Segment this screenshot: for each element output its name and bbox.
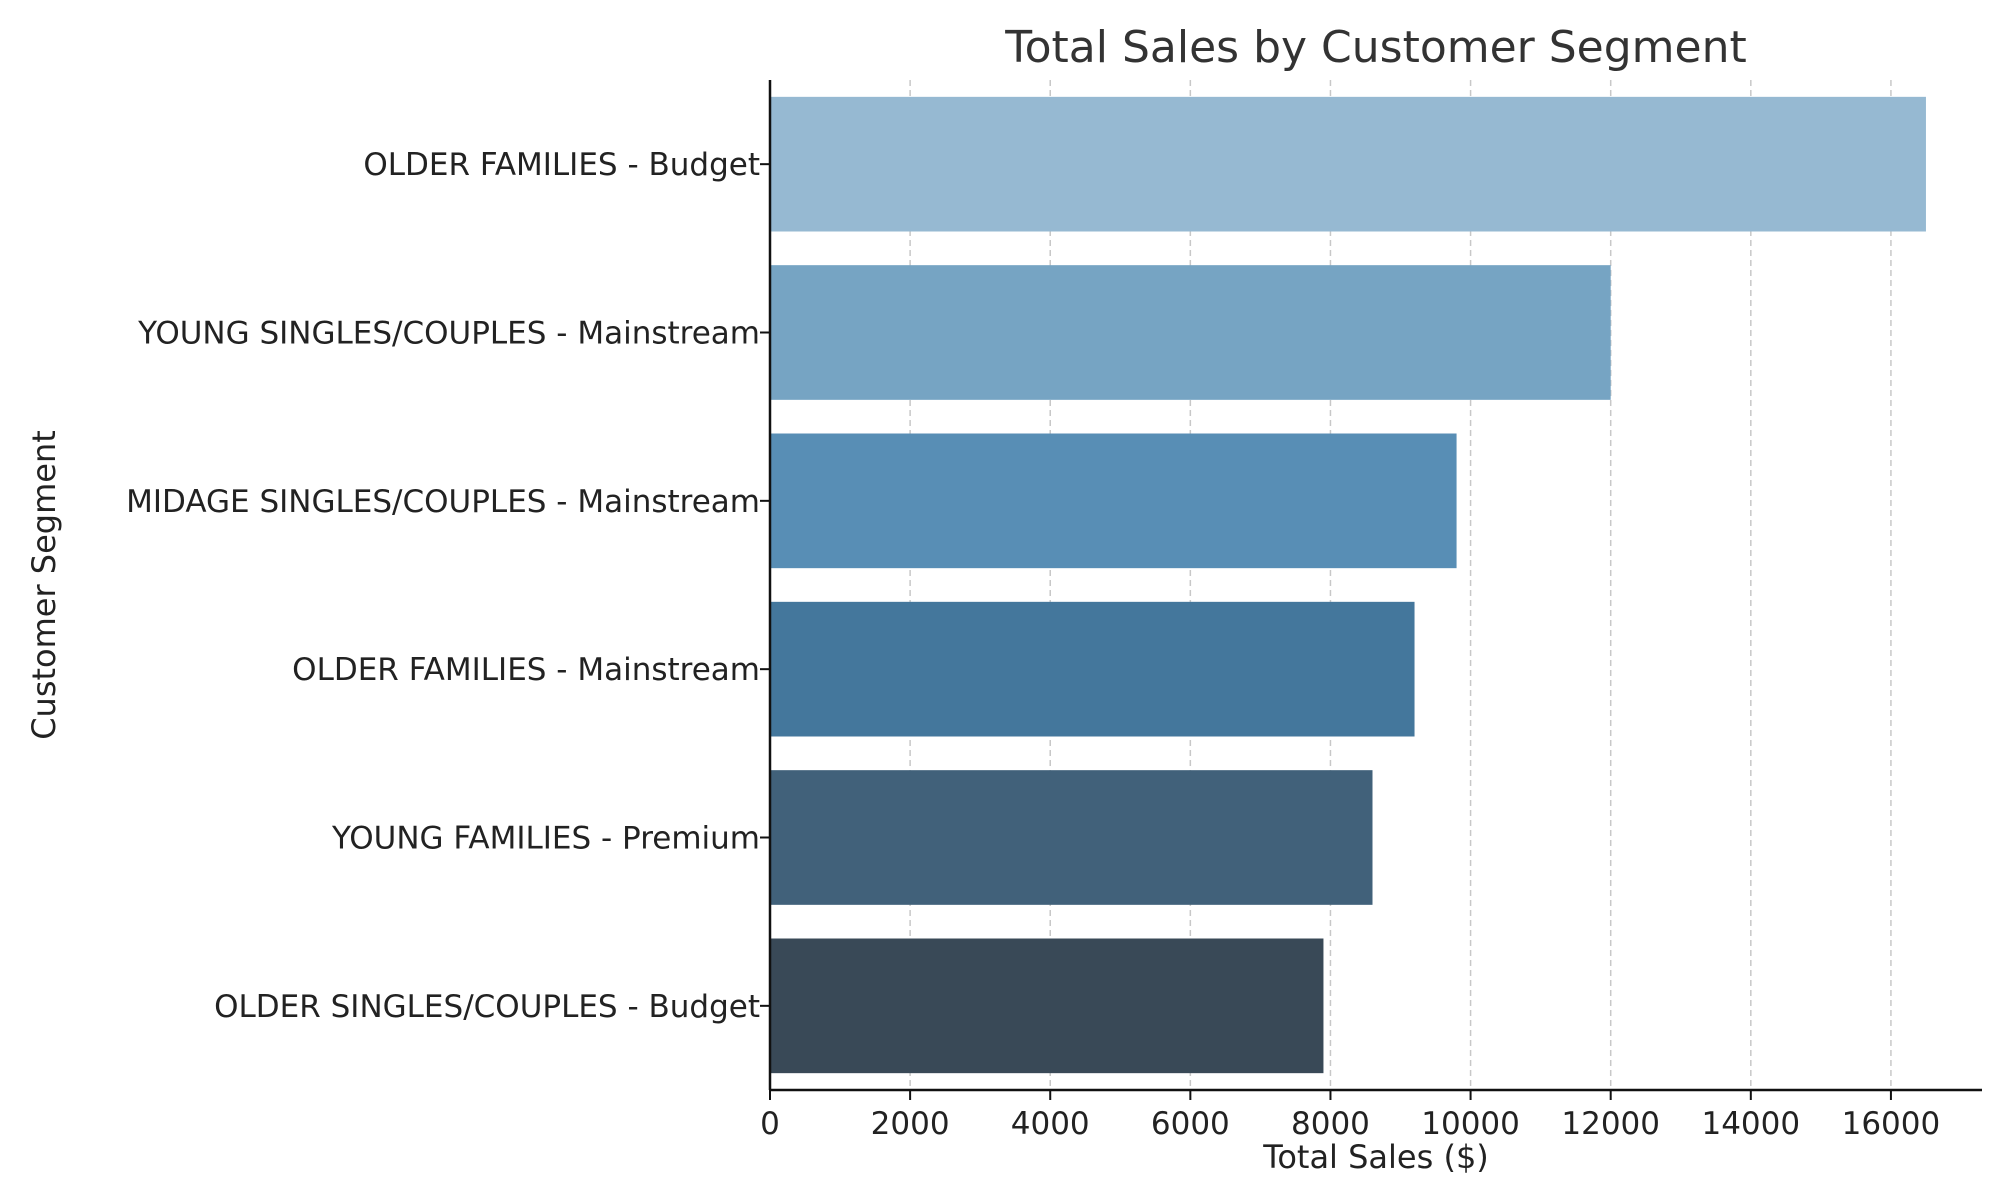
y-tick-label: YOUNG SINGLES/COUPLES - Mainstream xyxy=(137,316,760,352)
y-tick-label: OLDER FAMILIES - Budget xyxy=(363,147,760,183)
bar xyxy=(770,96,1926,232)
bar xyxy=(770,938,1324,1074)
chart-title: Total Sales by Customer Segment xyxy=(1004,22,1747,73)
x-tick-label: 0 xyxy=(760,1106,780,1142)
x-tick-label: 14000 xyxy=(1701,1106,1800,1142)
bar xyxy=(770,601,1415,737)
ticks: OLDER FAMILIES - Budget YOUNG SINGLES/COU… xyxy=(126,147,1940,1142)
x-tick-label: 2000 xyxy=(871,1106,950,1142)
x-tick-label: 6000 xyxy=(1151,1106,1230,1142)
x-axis-label: Total Sales ($) xyxy=(1262,1138,1489,1176)
bar xyxy=(770,265,1611,400)
x-tick-label: 4000 xyxy=(1011,1106,1090,1142)
x-tick-label: 8000 xyxy=(1291,1106,1370,1142)
y-tick-label: OLDER FAMILIES - Mainstream xyxy=(292,652,760,688)
bars xyxy=(770,96,1926,1074)
y-tick-label: MIDAGE SINGLES/COUPLES - Mainstream xyxy=(126,484,760,520)
bar xyxy=(770,770,1373,905)
axes xyxy=(768,80,1982,1092)
y-axis-label: Customer Segment xyxy=(25,430,63,740)
x-tick-label: 12000 xyxy=(1561,1106,1660,1142)
bar xyxy=(770,433,1457,569)
x-tick-label: 10000 xyxy=(1421,1106,1520,1142)
x-tick-label: 16000 xyxy=(1842,1106,1941,1142)
y-tick-label: YOUNG FAMILIES - Premium xyxy=(331,821,760,857)
grid-lines xyxy=(909,80,1892,1090)
y-tick-label: OLDER SINGLES/COUPLES - Budget xyxy=(214,989,760,1025)
